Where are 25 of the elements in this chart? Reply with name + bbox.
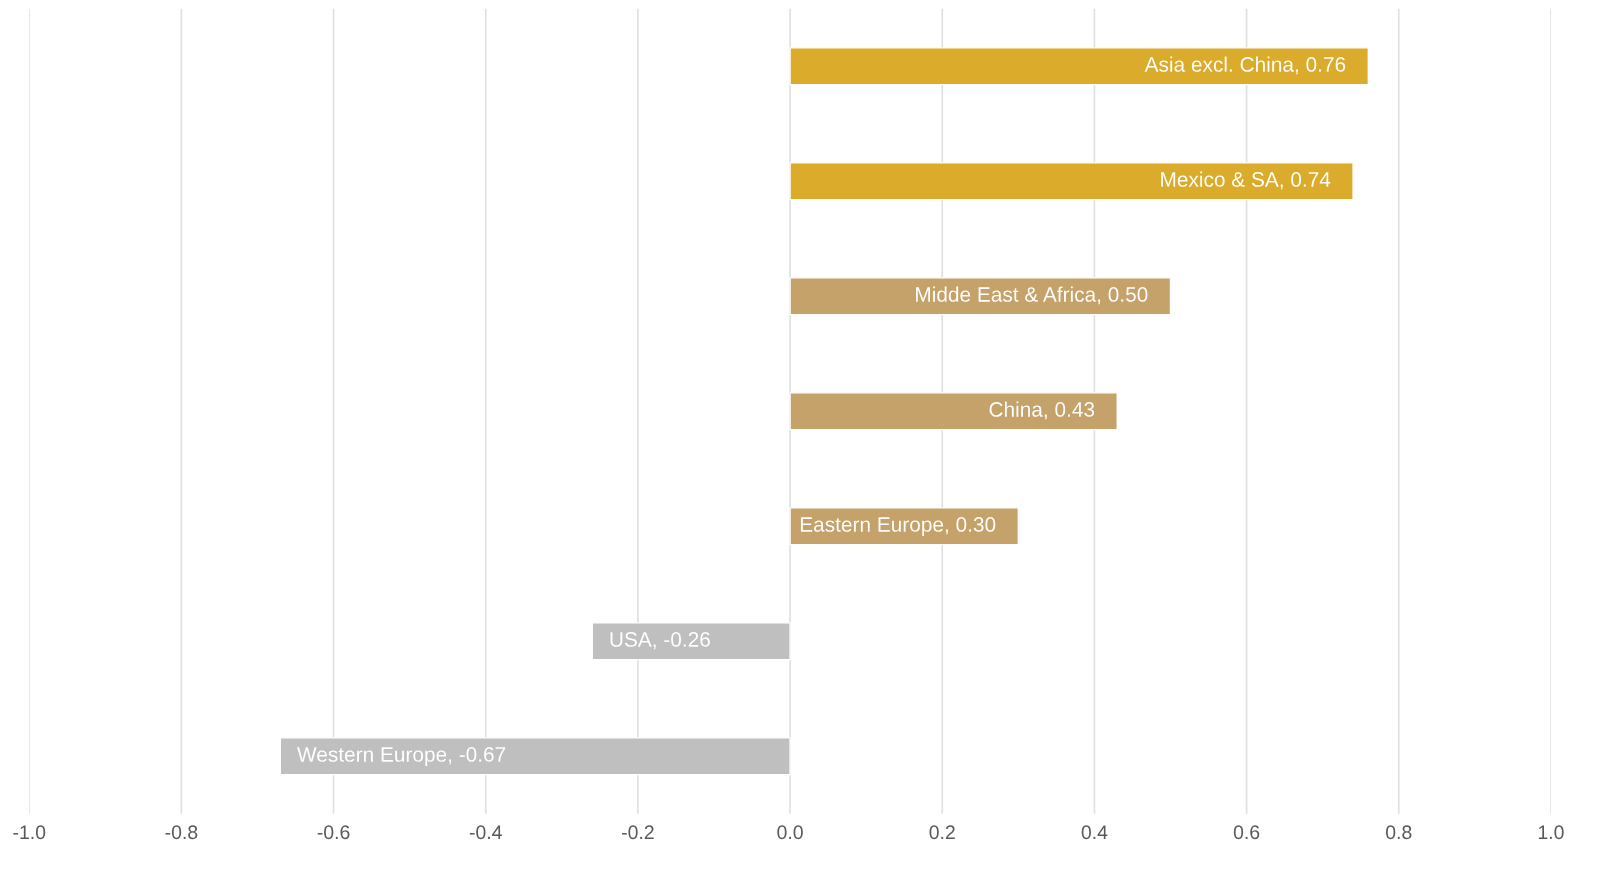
data-label: Mexico & SA, 0.74 bbox=[1161, 171, 1331, 190]
x-tick-label: -0.2 bbox=[622, 825, 654, 840]
x-tick-label: 0.6 bbox=[1233, 825, 1260, 840]
x-tick-label: -0.4 bbox=[469, 825, 502, 840]
x-tick-label: -0.6 bbox=[317, 825, 350, 840]
bar bbox=[789, 47, 1370, 86]
x-tick-label: -0.8 bbox=[165, 825, 198, 840]
x-tick-label: 0.4 bbox=[1081, 825, 1108, 840]
data-label: Asia excl. China, 0.76 bbox=[1144, 56, 1346, 75]
x-tick-label: 1.0 bbox=[1538, 825, 1564, 840]
bar bbox=[789, 277, 1172, 316]
bar bbox=[789, 507, 1020, 546]
data-label: Western Europe, -0.67 bbox=[297, 747, 506, 766]
data-label: Eastern Europe, 0.30 bbox=[800, 517, 996, 536]
bar bbox=[591, 622, 791, 661]
data-label: Midde East & Africa, 0.50 bbox=[916, 286, 1148, 305]
x-tick-label: 0.8 bbox=[1386, 825, 1412, 840]
x-tick-label: 0.2 bbox=[929, 825, 955, 840]
bar bbox=[789, 162, 1354, 201]
bar bbox=[279, 737, 791, 776]
data-label: USA, -0.26 bbox=[610, 632, 710, 650]
x-tick-label: -1.0 bbox=[13, 825, 46, 840]
bar bbox=[789, 392, 1118, 431]
data-label: China, 0.43 bbox=[989, 401, 1095, 420]
x-tick-label: 0.0 bbox=[777, 825, 803, 840]
